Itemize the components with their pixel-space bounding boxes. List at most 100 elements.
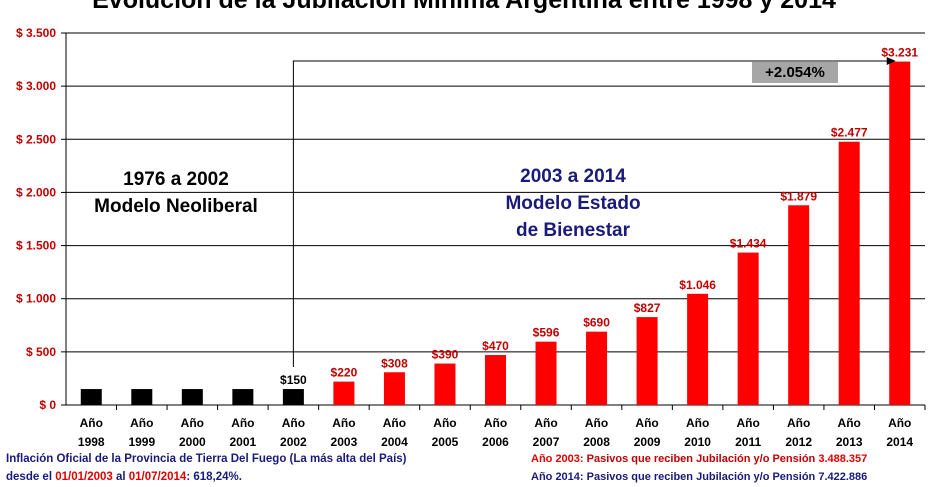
y-tick-label: $ 1.500: [16, 239, 56, 253]
x-tick-label: 2004: [381, 435, 408, 449]
x-tick-label: 2014: [886, 435, 913, 449]
x-tick-label: 2013: [836, 435, 863, 449]
x-tick-label: Año: [787, 416, 810, 430]
y-tick-label: $ 1.000: [16, 292, 56, 306]
x-tick-label: 1999: [128, 435, 155, 449]
data-label: $1.879: [780, 189, 817, 203]
era-neoliberal-model: Modelo Neoliberal: [94, 196, 258, 217]
era-bienestar-years: 2003 a 2014: [520, 166, 626, 187]
footer-2014-text: Pasivos que reciben Jubilación y/o Pensi…: [583, 471, 819, 483]
bar: [838, 141, 860, 405]
growth-arrow-line: [292, 60, 888, 368]
x-tick-label: 2002: [280, 435, 307, 449]
footer-2003-text: Pasivos que reciben Jubilación y/o Pensi…: [583, 453, 819, 465]
era-neoliberal-years: 1976 a 2002: [123, 169, 229, 190]
footer-2003-value: 3.488.357: [818, 453, 868, 465]
data-label: $690: [583, 316, 610, 330]
x-tick-label: 2009: [634, 435, 661, 449]
y-tick-label: $ 0: [39, 398, 56, 412]
data-label: $308: [381, 356, 408, 370]
x-tick-label: Año: [181, 416, 204, 430]
footer-2003-year: Año 2003:: [531, 453, 584, 465]
footer-inflation-note: Inflación Oficial de la Provincia de Tie…: [6, 450, 407, 486]
y-tick-label: $ 3.500: [16, 26, 56, 40]
y-tick-label: $ 2.500: [16, 132, 56, 146]
bar: [687, 293, 709, 405]
x-tick-label: Año: [332, 416, 355, 430]
x-tick-label: Año: [585, 416, 608, 430]
x-tick-label: 2008: [583, 435, 610, 449]
data-label: $3.231: [881, 46, 918, 60]
footer-pensioners-note: Año 2003: Pasivos que reciben Jubilación…: [531, 450, 867, 486]
footer-pensioners-2003: Año 2003: Pasivos que reciben Jubilación…: [531, 450, 867, 468]
x-tick-label: 2003: [331, 435, 358, 449]
x-tick-label: Año: [282, 416, 305, 430]
x-tick-label: Año: [686, 416, 709, 430]
x-tick-label: 1998: [78, 435, 105, 449]
footer-2014-year: Año 2014:: [531, 471, 584, 483]
y-tick-label: $ 3.000: [16, 79, 56, 93]
footer-2014-value: 7.422.886: [818, 471, 868, 483]
y-tick-label: $ 500: [26, 345, 56, 359]
footer-inflation-line2: desde el 01/01/2003 al 01/07/2014: 618,2…: [6, 468, 407, 486]
growth-arrow-head: [886, 57, 896, 65]
footer-date-from: 01/01/2003: [55, 471, 113, 483]
bar: [737, 252, 759, 405]
data-label: $2.477: [831, 126, 868, 140]
bar: [788, 205, 810, 405]
x-tick-label: 2007: [533, 435, 560, 449]
x-tick-label: 2000: [179, 435, 206, 449]
data-label: $827: [634, 301, 661, 315]
x-tick-label: 2011: [735, 435, 761, 449]
x-tick-label: 2010: [684, 435, 711, 449]
bar: [80, 389, 102, 405]
x-tick-label: Año: [888, 416, 911, 430]
x-tick-label: 2001: [230, 435, 257, 449]
bar: [333, 381, 355, 405]
x-tick-label: Año: [534, 416, 557, 430]
x-tick-label: Año: [383, 416, 406, 430]
data-label: $1.046: [679, 278, 716, 292]
footer-inflation-line1: Inflación Oficial de la Provincia de Tie…: [6, 453, 407, 465]
footer-mid: al: [112, 471, 129, 483]
x-tick-label: Año: [635, 416, 658, 430]
x-tick-label: Año: [838, 416, 861, 430]
x-tick-label: 2005: [432, 435, 459, 449]
data-label: $390: [432, 348, 459, 362]
y-tick-label: $ 2.000: [16, 185, 56, 199]
data-label: $220: [331, 366, 358, 380]
x-tick-label: 2012: [785, 435, 812, 449]
data-label: $596: [533, 326, 560, 340]
era-bienestar-label: 2003 a 2014 Modelo Estado de Bienestar: [478, 163, 668, 244]
x-tick-label: Año: [433, 416, 456, 430]
bar: [535, 341, 557, 405]
bar: [889, 61, 911, 406]
bar: [232, 389, 254, 405]
footer-prefix: desde el: [6, 471, 56, 483]
x-tick-label: Año: [130, 416, 153, 430]
era-bienestar-model-2: de Bienestar: [515, 220, 631, 241]
x-tick-label: Año: [80, 416, 103, 430]
bar: [282, 389, 304, 405]
x-tick-label: Año: [231, 416, 254, 430]
bar: [383, 372, 405, 405]
era-neoliberal-label: 1976 a 2002 Modelo Neoliberal: [76, 166, 276, 220]
bar: [586, 331, 608, 405]
footer-date-to: 01/07/2014: [128, 471, 187, 483]
bar: [485, 355, 506, 405]
era-bienestar-model-1: Modelo Estado: [505, 193, 641, 214]
bar: [181, 389, 203, 405]
chart-title: Evolución de la Jubilación Mínima Argent…: [92, 0, 836, 14]
bar: [434, 363, 456, 405]
bar: [636, 317, 658, 405]
x-tick-label: Año: [484, 416, 507, 430]
x-tick-label: Año: [736, 416, 759, 430]
data-label: $470: [482, 339, 509, 353]
growth-badge: +2.054%: [752, 62, 838, 83]
footer-pensioners-2014: Año 2014: Pasivos que reciben Jubilación…: [531, 468, 867, 486]
data-label: $150: [280, 373, 307, 387]
x-tick-label: 2006: [482, 435, 509, 449]
bar: [131, 389, 153, 405]
data-label: $1.434: [730, 237, 767, 251]
